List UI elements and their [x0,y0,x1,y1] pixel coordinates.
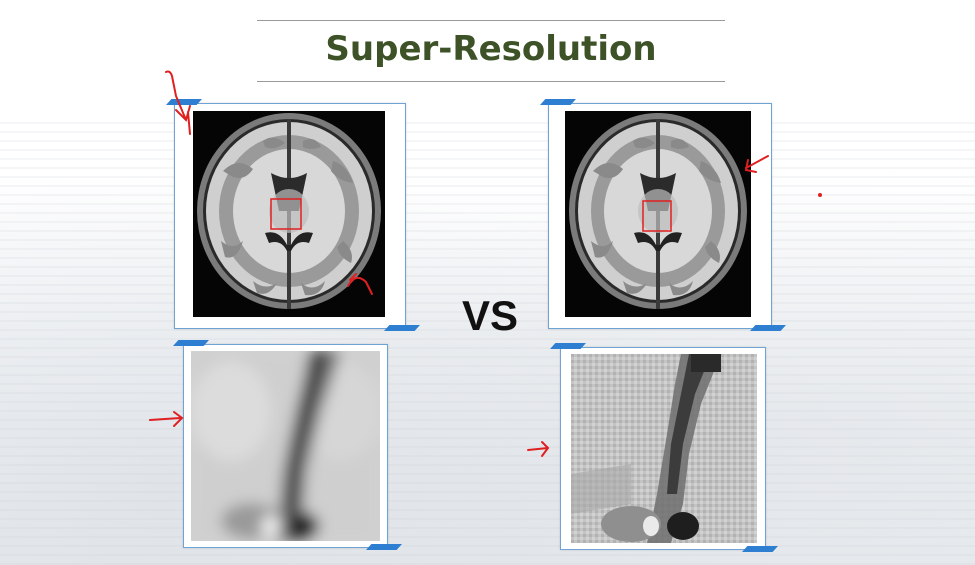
left-zoom-frame-tab-top [173,340,209,346]
right-zoom-frame-tab-top [550,343,586,349]
right-brain-frame-tab-top [540,99,576,105]
right-zoom-image [571,354,757,543]
left-zoom-frame-tab-bottom [366,544,402,550]
slide-title: Super-Resolution [325,29,657,69]
right-brain-frame-tab-bottom [750,325,786,331]
right-brain-mri-image [565,111,751,317]
left-zoom-frame [183,344,388,548]
right-zoom-frame-tab-bottom [742,546,778,552]
right-zoom-frame [560,347,766,550]
vs-label: VS [461,292,519,339]
left-brain-frame-tab-bottom [384,325,420,331]
right-brain-frame [548,103,772,329]
title-box: Super-Resolution [257,20,725,82]
left-zoom-image [191,351,380,541]
background-decoration [0,120,975,565]
left-brain-frame-tab-top [166,99,202,105]
left-brain-mri-image [193,111,385,317]
left-brain-frame [174,103,406,329]
